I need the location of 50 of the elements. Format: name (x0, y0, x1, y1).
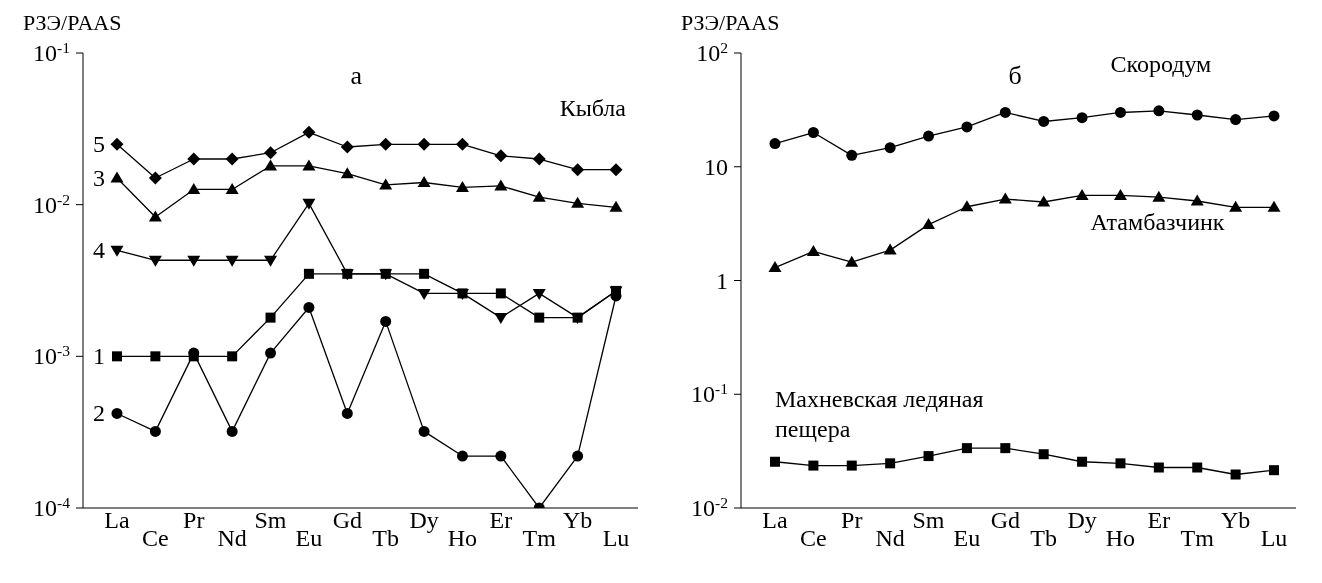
x-tick-label: Er (489, 507, 513, 533)
series-label: Атамбазчинк (1090, 209, 1225, 236)
x-tick-label: Sm (254, 507, 287, 533)
series-label: Махневская ледяная пещера (775, 385, 984, 442)
x-tick-label: Ce (142, 525, 169, 551)
y-axis-title: РЗЭ/PAAS (23, 10, 122, 36)
chart-title: б (1008, 61, 1022, 91)
x-tick-label: Er (1147, 507, 1171, 533)
y-tick-label: 10$^{2}$ (696, 38, 728, 66)
x-tick-label: Nd (875, 525, 905, 551)
annotation: Кыбла (559, 95, 626, 122)
x-tick-label: Yb (562, 507, 593, 533)
x-tick-label: Tb (1030, 525, 1058, 551)
x-tick-label: Lu (602, 525, 630, 551)
x-tick-label: Dy (1067, 507, 1097, 533)
y-tick-label: 10$^{-2}$ (33, 190, 70, 218)
y-axis-title: РЗЭ/PAAS (681, 10, 780, 36)
series-label: 3 (93, 164, 105, 191)
series-label: 5 (93, 131, 105, 158)
x-tick-label: La (104, 507, 130, 533)
x-tick-label: Lu (1260, 525, 1288, 551)
x-tick-label: La (762, 507, 788, 533)
y-tick-label: 1 (716, 267, 728, 294)
chart-title: а (350, 61, 363, 91)
x-tick-label: Tb (372, 525, 400, 551)
x-tick-label: Ho (1105, 525, 1136, 551)
y-tick-label: 10 (704, 153, 728, 180)
x-tick-label: Dy (409, 507, 439, 533)
x-tick-label: Sm (912, 507, 945, 533)
x-tick-label: Eu (295, 525, 323, 551)
x-tick-label: Nd (217, 525, 247, 551)
x-tick-label: Gd (332, 507, 362, 533)
x-tick-label: Tm (1180, 525, 1215, 551)
series-label: Скородум (1110, 51, 1212, 78)
y-tick-label: 10$^{-1}$ (691, 379, 728, 408)
x-tick-label: Ho (447, 525, 478, 551)
y-tick-label: 10$^{-1}$ (33, 38, 70, 66)
x-tick-label: Gd (990, 507, 1020, 533)
x-tick-label: Tm (522, 525, 557, 551)
y-tick-label: 10$^{-2}$ (691, 493, 728, 521)
x-tick-label: Pr (183, 507, 205, 533)
x-tick-label: Pr (841, 507, 863, 533)
y-tick-label: 10$^{-4}$ (33, 493, 71, 521)
series-label: 1 (93, 343, 105, 370)
series-label: 4 (93, 237, 105, 264)
x-tick-label: Ce (800, 525, 827, 551)
x-tick-label: Yb (1220, 507, 1251, 533)
series-label: 2 (93, 400, 105, 427)
y-tick-label: 10$^{-3}$ (33, 341, 71, 370)
x-tick-label: Eu (953, 525, 981, 551)
